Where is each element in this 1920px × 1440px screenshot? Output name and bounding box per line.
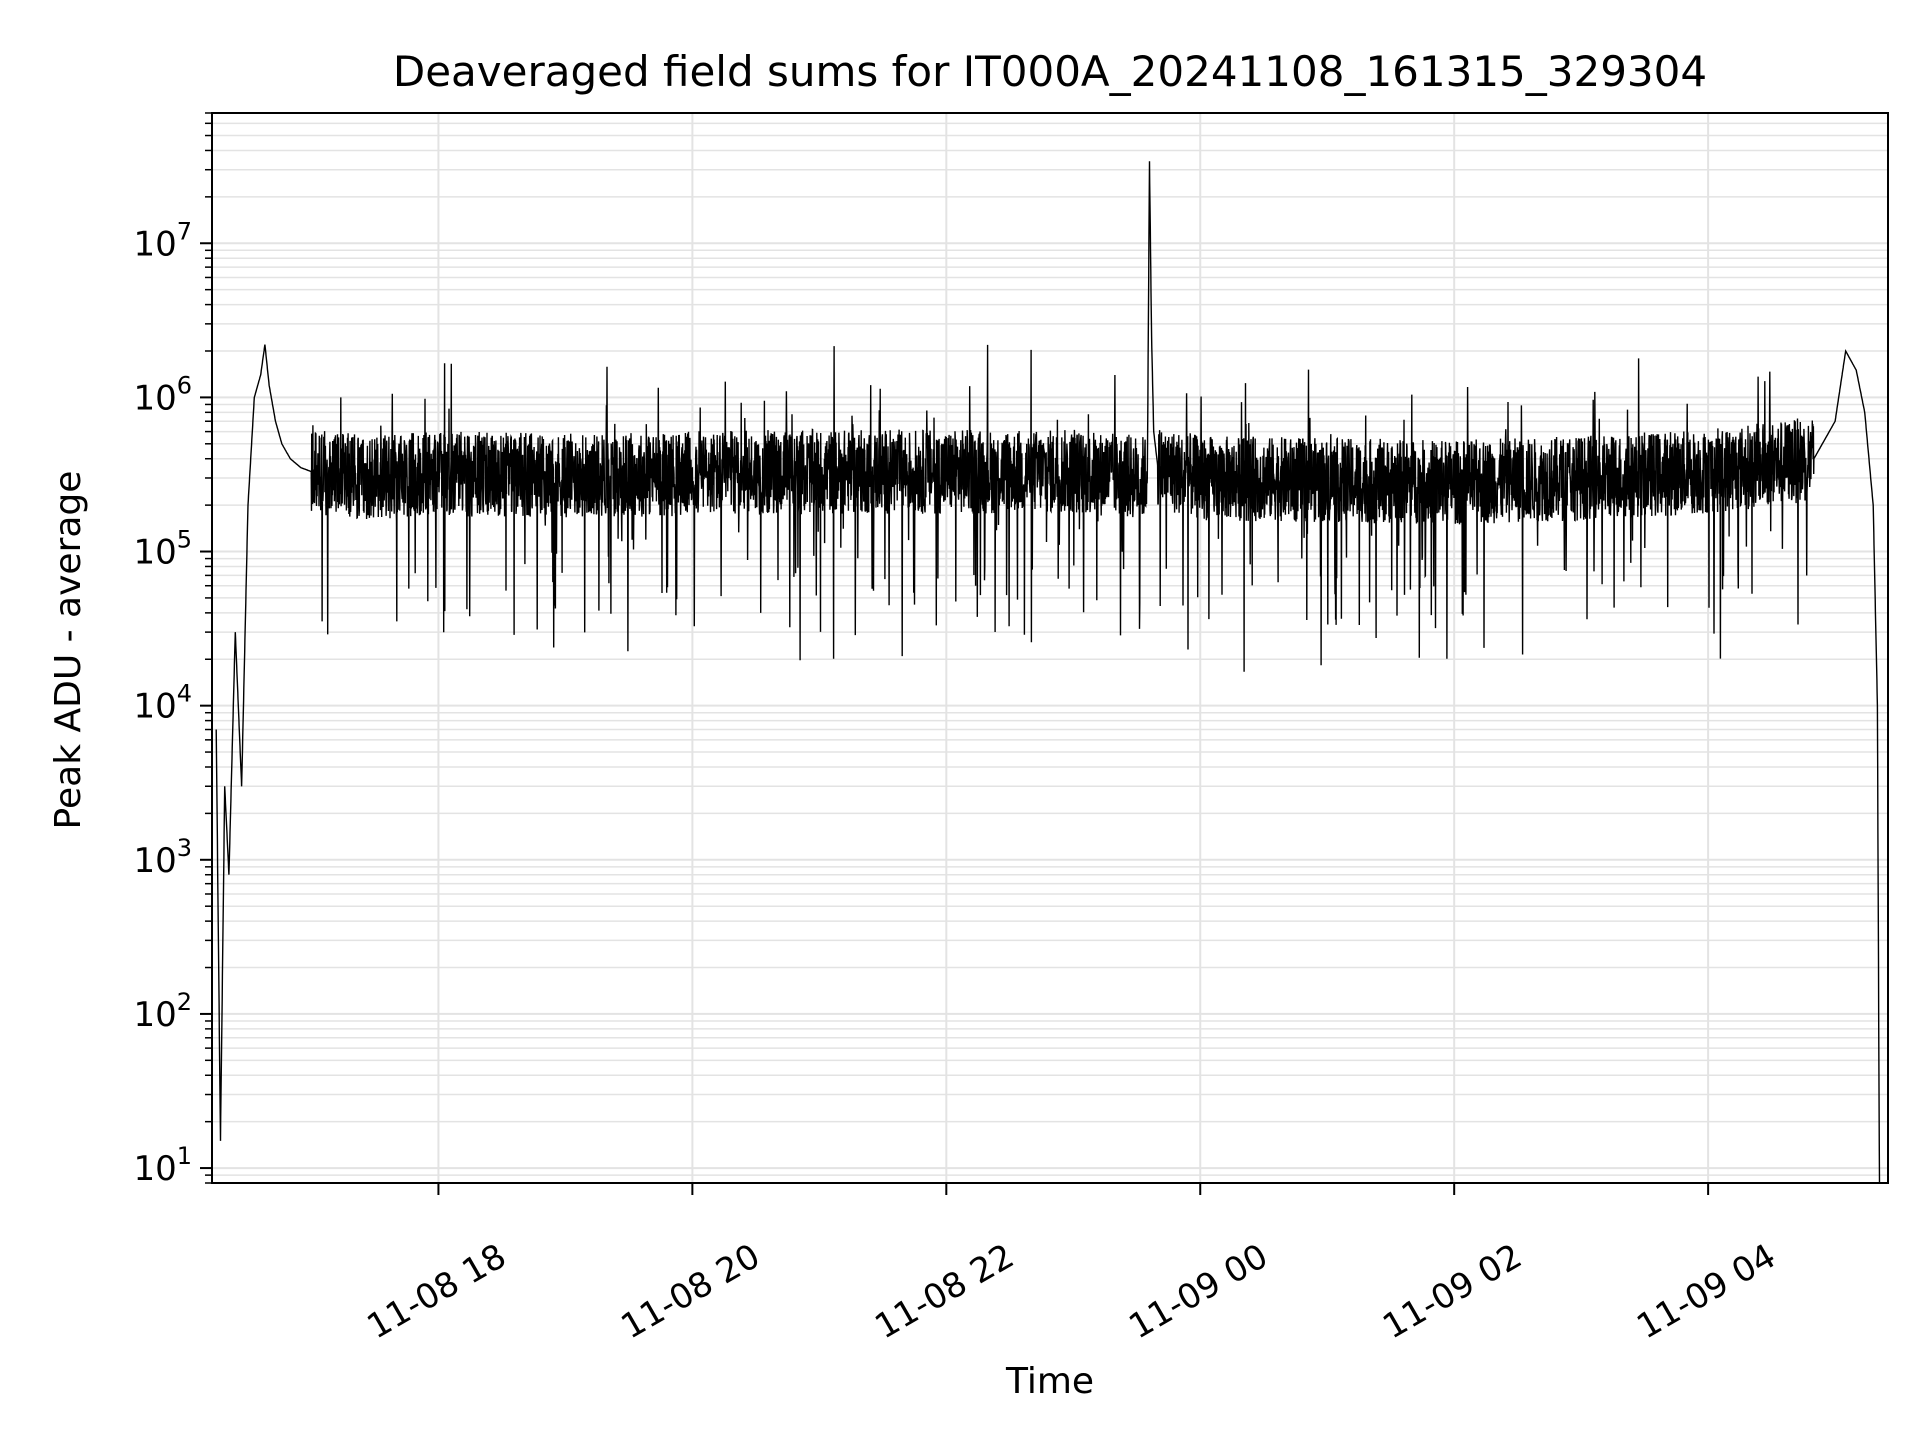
y-axis-label: Peak ADU - average — [48, 471, 89, 830]
plot-frame — [211, 112, 1889, 1184]
y-tick-label: 101 — [133, 1142, 192, 1189]
y-tick-label: 107 — [133, 217, 192, 264]
series-line — [215, 161, 1881, 1184]
x-axis-label: Time — [1005, 1361, 1094, 1402]
plot-area — [215, 161, 1881, 1184]
grid — [212, 112, 1888, 1184]
y-tick-label: 106 — [133, 371, 192, 418]
y-tick-label: 104 — [133, 680, 192, 727]
y-tick-label: 103 — [133, 834, 192, 881]
y-tick-label: 105 — [133, 526, 192, 573]
y-tick-label: 102 — [133, 988, 192, 1035]
chart-title: Deaveraged field sums for IT000A_2024110… — [393, 47, 1707, 96]
y-axis: 101 102 103 104 105 106 107 — [133, 112, 212, 1189]
